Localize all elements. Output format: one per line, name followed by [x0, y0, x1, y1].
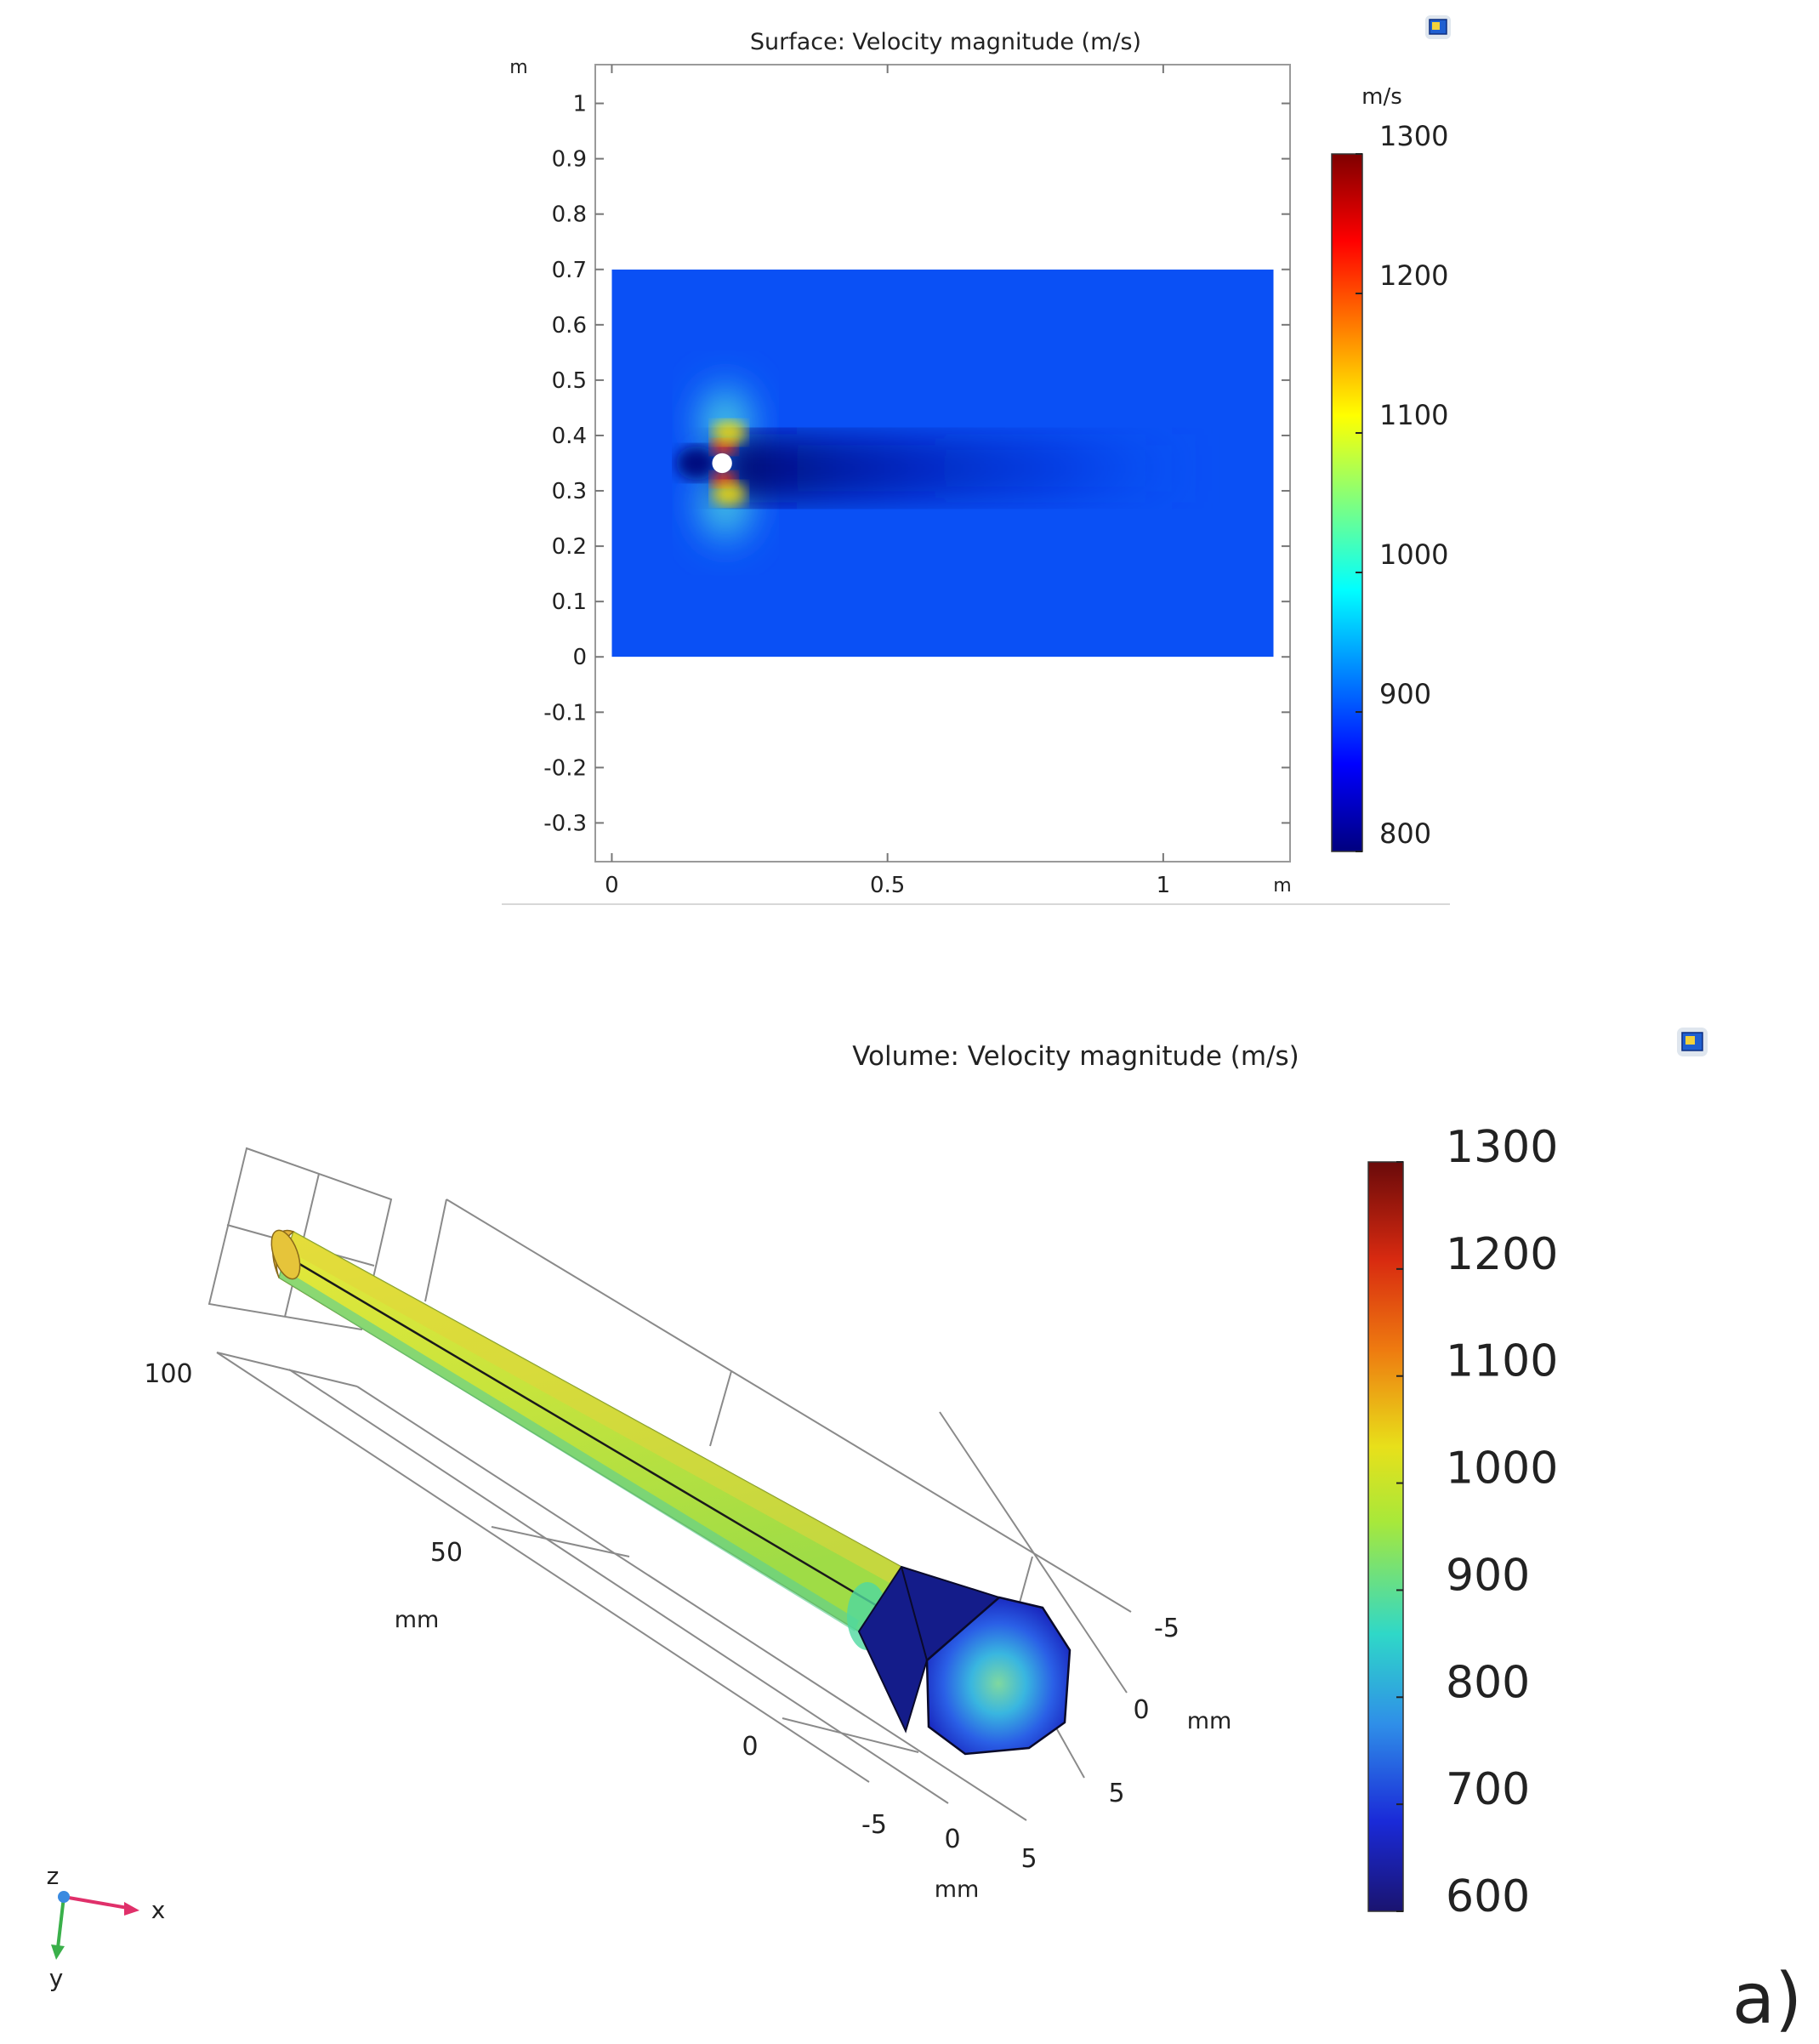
long-axis-tick: 100 — [144, 1359, 192, 1389]
z-axis-tick: -5 — [1154, 1614, 1180, 1643]
x-axis: 0 0.5 1 — [605, 65, 1170, 898]
colorbar-ticks: 1300 1200 1100 1000 900 800 — [1356, 120, 1448, 852]
y-axis-unit: m — [509, 57, 527, 78]
surface-plot-frame — [594, 64, 1291, 863]
x-axis-tick: -5 — [861, 1810, 887, 1840]
y-tick-label: 0.7 — [552, 258, 587, 283]
surface-plot-panel: Surface: Velocity magnitude (m/s) 0 0.5 1 … — [502, 15, 1451, 905]
colorbar-tick-label: 1100 — [1379, 399, 1448, 431]
x-tick-label: 1 — [1157, 873, 1171, 898]
cylinder-obstacle — [712, 453, 732, 474]
y-tick-label: 0.1 — [552, 589, 587, 615]
x-axis-tick: 0 — [944, 1825, 960, 1854]
colorbar-tick-label: 600 — [1446, 1871, 1530, 1922]
colorbar-gradient — [1331, 153, 1363, 852]
rod-body — [270, 1229, 912, 1650]
z-axis-tick: 0 — [1133, 1695, 1149, 1725]
y-tick-label: 0.5 — [552, 368, 587, 394]
y-tick-label: 0.4 — [552, 424, 587, 449]
colorbar-tick-label: 900 — [1446, 1550, 1530, 1601]
panel-label: a) — [1732, 1959, 1802, 2040]
long-axis-tick: 0 — [742, 1732, 758, 1762]
colorbar-tick-label: 1200 — [1379, 259, 1448, 292]
velocity-field — [611, 269, 1274, 658]
long-axis-tick: 50 — [430, 1538, 463, 1568]
stagnation-region — [676, 446, 718, 481]
colorbar-tick-label: 700 — [1446, 1764, 1530, 1815]
high-velocity-lower — [712, 481, 747, 506]
x-tick-label: 0 — [605, 873, 619, 898]
toolbar-image-icon[interactable] — [1677, 1028, 1708, 1056]
z-axis-labels: -5 0 5 mm — [1108, 1614, 1231, 1808]
colorbar-tick-label: 900 — [1379, 678, 1431, 710]
x-axis-labels: -5 0 5 mm — [861, 1810, 1037, 1903]
long-axis-unit: mm — [395, 1607, 440, 1633]
y-tick-label: 1 — [572, 92, 587, 117]
z-axis-tick: 5 — [1108, 1779, 1124, 1808]
volume-plot-panel: Volume: Velocity magnitude (m/s) — [47, 1028, 1802, 2040]
x-axis-tick: 5 — [1020, 1844, 1037, 1874]
colorbar-ticks: 1300 1200 1100 1000 900 800 700 600 — [1396, 1122, 1558, 1922]
colorbar-tick-label: 1300 — [1379, 120, 1448, 152]
surface-colorbar: m/s 1300 1200 1100 1000 900 800 — [1331, 84, 1448, 852]
y-tick-label: -0.3 — [543, 811, 587, 836]
x-axis-unit: mm — [935, 1876, 980, 1903]
wake-region — [722, 434, 1199, 503]
z-axis-unit: mm — [1187, 1708, 1232, 1734]
y-axis: 1 0.9 0.8 0.7 0.6 0.5 0.4 0.3 0.2 0.1 0 -0.1 -0.2 -0.… — [543, 92, 1290, 836]
colorbar-tick-label: 1100 — [1446, 1336, 1558, 1387]
colorbar-tick-label: 800 — [1446, 1657, 1530, 1708]
y-tick-label: -0.1 — [543, 700, 587, 726]
triad-y-label: y — [49, 1964, 64, 1992]
colorbar-tick-label: 1000 — [1446, 1443, 1558, 1495]
y-tick-label: 0.9 — [552, 147, 587, 173]
colorbar-unit: m/s — [1361, 84, 1402, 110]
high-velocity-upper — [712, 420, 747, 445]
y-tick-label: 0.8 — [552, 202, 587, 228]
toolbar-image-icon[interactable] — [1425, 15, 1451, 39]
colorbar-tick-label: 800 — [1379, 817, 1431, 850]
colorbar-tick-label: 1300 — [1446, 1122, 1558, 1173]
rod-end-cap — [857, 1565, 1072, 1756]
colorbar-tick-label: 1000 — [1379, 538, 1448, 571]
y-tick-label: 0.6 — [552, 313, 587, 339]
x-tick-label: 0.5 — [870, 873, 905, 898]
y-tick-label: 0.2 — [552, 534, 587, 560]
triad-z-label: z — [47, 1862, 60, 1890]
triad-x-label: x — [151, 1896, 166, 1924]
colorbar-tick-label: 1200 — [1446, 1229, 1558, 1280]
x-axis-unit: m — [1273, 875, 1291, 897]
volume-plot-title: Volume: Velocity magnitude (m/s) — [852, 1041, 1299, 1072]
y-tick-label: 0.3 — [552, 479, 587, 504]
long-axis-labels: 100 50 0 mm — [144, 1359, 758, 1762]
volume-colorbar: 1300 1200 1100 1000 900 800 700 600 — [1367, 1122, 1558, 1922]
surface-plot-title: Surface: Velocity magnitude (m/s) — [750, 29, 1141, 55]
y-tick-label: 0 — [572, 645, 587, 670]
colorbar-gradient — [1367, 1161, 1404, 1912]
y-tick-label: -0.2 — [543, 755, 587, 781]
axis-triad: x y z — [47, 1862, 166, 1992]
